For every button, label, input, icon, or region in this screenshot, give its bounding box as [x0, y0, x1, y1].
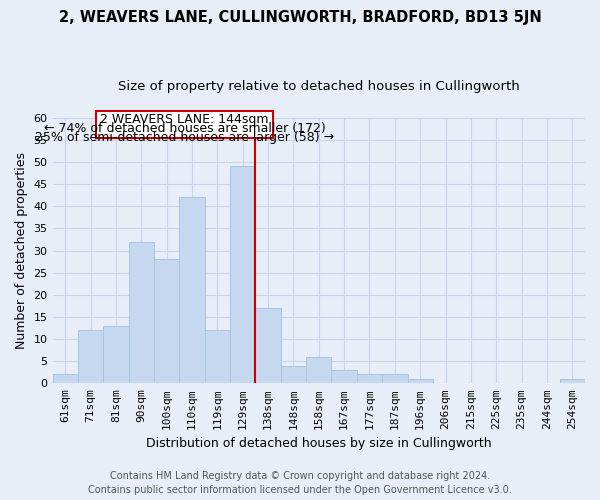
Bar [256, 308, 281, 384]
Text: 2 WEAVERS LANE: 144sqm: 2 WEAVERS LANE: 144sqm [100, 114, 269, 126]
Text: Contains HM Land Registry data © Crown copyright and database right 2024.
Contai: Contains HM Land Registry data © Crown c… [88, 471, 512, 495]
Bar [407, 379, 433, 384]
Bar [53, 374, 78, 384]
Bar [382, 374, 407, 384]
X-axis label: Distribution of detached houses by size in Cullingworth: Distribution of detached houses by size … [146, 437, 491, 450]
Bar [179, 198, 205, 384]
Text: 2, WEAVERS LANE, CULLINGWORTH, BRADFORD, BD13 5JN: 2, WEAVERS LANE, CULLINGWORTH, BRADFORD,… [59, 10, 541, 25]
Bar [560, 379, 585, 384]
Bar [230, 166, 256, 384]
Text: ← 74% of detached houses are smaller (172): ← 74% of detached houses are smaller (17… [44, 122, 325, 135]
Bar [306, 357, 331, 384]
Bar [281, 366, 306, 384]
Bar [154, 260, 179, 384]
Title: Size of property relative to detached houses in Cullingworth: Size of property relative to detached ho… [118, 80, 520, 93]
Bar [103, 326, 128, 384]
Bar [78, 330, 103, 384]
Bar [205, 330, 230, 384]
Bar [357, 374, 382, 384]
FancyBboxPatch shape [95, 111, 273, 138]
Y-axis label: Number of detached properties: Number of detached properties [15, 152, 28, 349]
Bar [128, 242, 154, 384]
Bar [331, 370, 357, 384]
Text: 25% of semi-detached houses are larger (58) →: 25% of semi-detached houses are larger (… [35, 131, 334, 144]
